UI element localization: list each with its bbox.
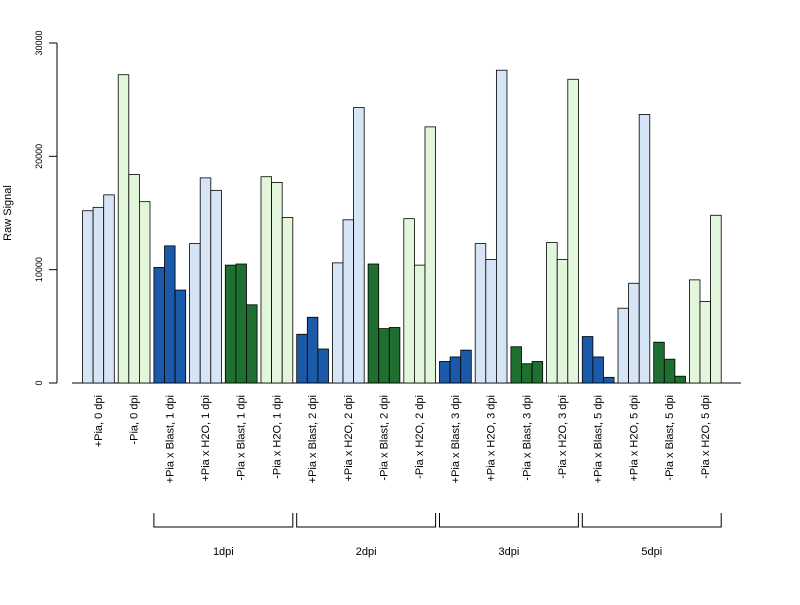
bars: [82, 69, 722, 384]
bar: [138, 201, 151, 384]
x-tick-label: -Pia x H2O, 3 dpi: [557, 395, 569, 479]
x-tick-label: -Pia x Blast, 3 dpi: [521, 395, 533, 481]
bar: [353, 107, 365, 384]
bar: [617, 307, 630, 384]
bar: [271, 181, 283, 384]
bar: [82, 210, 94, 384]
bar: [653, 341, 665, 384]
group-label: 5dpi: [641, 546, 662, 558]
group-bracket: [153, 513, 294, 528]
bar: [246, 304, 258, 384]
x-tick-label: +Pia x H2O, 2 dpi: [343, 395, 355, 482]
bar: [663, 358, 676, 384]
bar: [367, 263, 380, 384]
y-tick-label: 30000: [34, 30, 44, 55]
y-axis-label: Raw Signal: [2, 185, 14, 241]
bar: [189, 243, 201, 384]
x-tick-label: -Pia x H2O, 5 dpi: [700, 395, 712, 479]
bar: [495, 69, 508, 384]
bar: [260, 176, 273, 384]
bar: [485, 259, 497, 384]
bar: [388, 327, 401, 384]
bar: [474, 243, 487, 384]
x-tick-label: +Pia x Blast, 5 dpi: [593, 395, 605, 483]
bar: [378, 328, 390, 384]
bar: [674, 375, 686, 384]
bar: [317, 348, 329, 384]
bar: [174, 289, 187, 384]
x-tick-label: +Pia x H2O, 5 dpi: [628, 395, 640, 482]
x-tick-labels: +Pia, 0 dpi -Pia, 0 dpi +Pia x Blast, 1 dp…: [93, 395, 712, 483]
bar: [92, 206, 105, 384]
y-tick-label: 0: [34, 380, 44, 385]
bar: [164, 245, 176, 384]
bar: [281, 217, 294, 384]
bar: [460, 349, 472, 384]
x-tick-label: +Pia x H2O, 3 dpi: [486, 395, 498, 482]
bar: [521, 363, 533, 384]
bar: [103, 194, 115, 384]
bar: [510, 346, 522, 384]
bar: [210, 189, 222, 384]
bar: [306, 316, 319, 384]
bar: [342, 219, 355, 384]
bar: [567, 78, 579, 384]
bar: [199, 177, 212, 384]
x-tick-label: -Pia x H2O, 1 dpi: [271, 395, 283, 479]
bar: [638, 114, 651, 384]
bar: [531, 361, 544, 384]
group-bracket: [581, 513, 722, 528]
bar: [413, 264, 426, 384]
bar: [331, 262, 344, 384]
bar: [153, 266, 165, 384]
bar: [449, 356, 462, 384]
bar: [710, 214, 722, 384]
x-tick-label: +Pia, 0 dpi: [93, 395, 105, 447]
bar: [628, 282, 640, 384]
bar: [556, 259, 569, 384]
y-tick-label: 10000: [34, 257, 44, 282]
bar: [128, 174, 140, 384]
group-label: 1dpi: [213, 546, 234, 558]
x-tick-label: +Pia x Blast, 3 dpi: [450, 395, 462, 483]
bar: [439, 361, 451, 384]
y-tick-label: 20000: [34, 144, 44, 169]
group-bracket: [296, 513, 437, 528]
bar: [603, 376, 615, 384]
x-tick-label: -Pia, 0 dpi: [129, 395, 141, 445]
bar: [235, 263, 247, 384]
bar: [592, 356, 604, 384]
bar: [117, 74, 130, 384]
x-tick-label: -Pia x Blast, 1 dpi: [236, 395, 248, 481]
bar: [581, 336, 594, 384]
group-brackets: 1dpi 2dpi 3dpi 5dpi: [153, 513, 722, 558]
x-tick-label: +Pia x Blast, 1 dpi: [164, 395, 176, 483]
bar: [296, 333, 308, 384]
x-tick-label: -Pia x H2O, 2 dpi: [414, 395, 426, 479]
y-axis: 0 10000 20000 30000: [34, 30, 58, 386]
x-tick-label: +Pia x H2O, 1 dpi: [200, 395, 212, 482]
bar: [403, 218, 415, 384]
x-tick-label: -Pia x Blast, 2 dpi: [379, 395, 391, 481]
bar: [546, 242, 558, 384]
group-label: 3dpi: [499, 546, 520, 558]
bar: [689, 279, 701, 384]
x-tick-label: -Pia x Blast, 5 dpi: [664, 395, 676, 481]
group-label: 2dpi: [356, 546, 377, 558]
bar: [224, 264, 237, 384]
bar: [424, 126, 437, 384]
x-tick-label: +Pia x Blast, 2 dpi: [307, 395, 319, 483]
group-bracket: [439, 513, 579, 528]
bar: [699, 300, 712, 384]
